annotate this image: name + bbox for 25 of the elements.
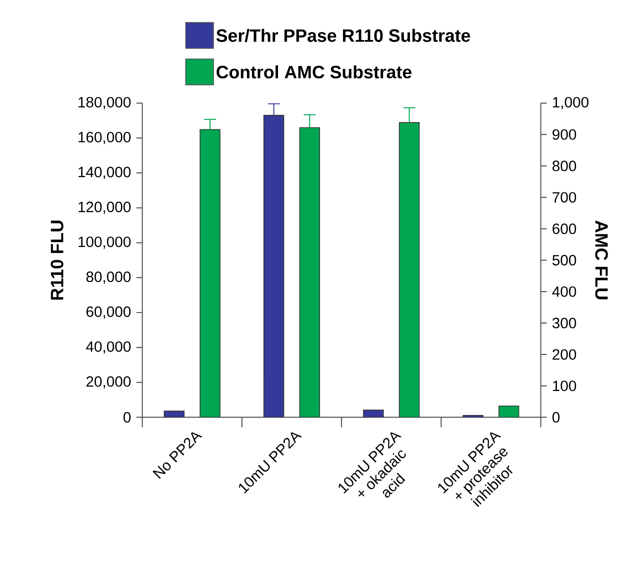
y2-tick-label: 400 bbox=[552, 286, 576, 297]
y-tick-label: 100,000 bbox=[78, 236, 131, 249]
y2-tick-label: 900 bbox=[552, 129, 576, 140]
y-tick-label: 120,000 bbox=[78, 202, 131, 214]
y2-axis-title: AMC FLU bbox=[595, 220, 608, 300]
y-tick-label: 160,000 bbox=[78, 132, 131, 144]
y-tick-label: 60,000 bbox=[86, 306, 131, 319]
y2-tick-label: 700 bbox=[552, 192, 576, 203]
y2-tick-label: 200 bbox=[552, 349, 576, 360]
legend-label: Control AMC Substrate bbox=[216, 65, 412, 78]
y2-tick-label: 500 bbox=[552, 254, 576, 266]
y-tick-label: 0 bbox=[124, 412, 131, 423]
y-tick-label: 140,000 bbox=[78, 166, 131, 180]
y-tick-label: 80,000 bbox=[86, 272, 131, 284]
y2-tick-label: 600 bbox=[552, 224, 576, 234]
y2-tick-label: 300 bbox=[552, 318, 576, 328]
y-tick-label: 20,000 bbox=[86, 376, 131, 389]
y2-tick-label: 100 bbox=[553, 380, 576, 392]
y2-tick-label: 0 bbox=[552, 412, 560, 423]
legend-label: Ser/Thr PPase R110 Substrate bbox=[216, 28, 470, 42]
y2-tick-label: 800 bbox=[552, 160, 576, 172]
y-tick-label: 180,000 bbox=[78, 96, 131, 110]
y2-tick-label: 1,000 bbox=[553, 96, 588, 110]
y-tick-label: 40,000 bbox=[86, 341, 131, 354]
y-axis-title: R110 FLU bbox=[50, 220, 64, 300]
